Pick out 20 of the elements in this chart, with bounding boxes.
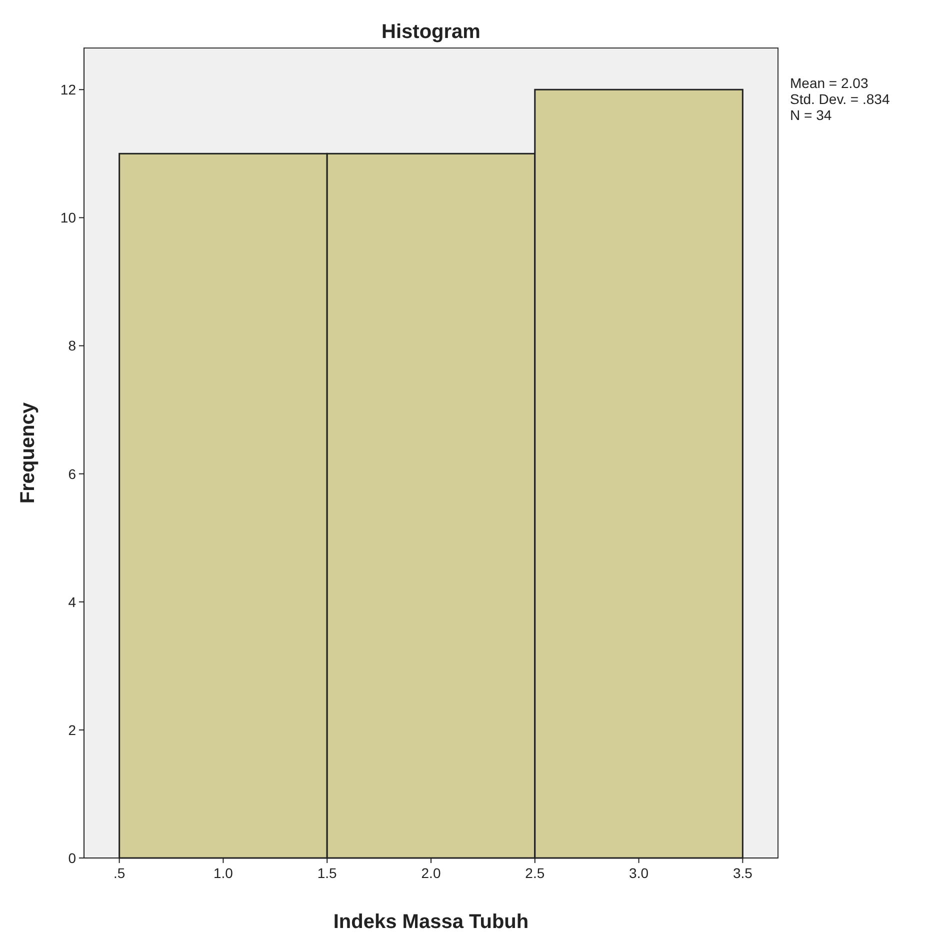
text: N = 34 <box>790 107 832 123</box>
y-tick-label: 10 <box>60 210 76 226</box>
x-tick-label: 3.5 <box>732 865 753 881</box>
y-tick-label: 4 <box>68 594 76 610</box>
y-tick-label: 12 <box>60 82 76 98</box>
text: Std. Dev. = .834 <box>790 91 890 107</box>
x-tick-label: 1.5 <box>317 865 338 881</box>
x-tick-label: 2.0 <box>421 865 441 881</box>
y-tick-label: 6 <box>68 466 76 482</box>
x-axis-title: Indeks Massa Tubuh <box>333 911 529 933</box>
x-tick-label: 3.0 <box>629 865 649 881</box>
y-tick-label: 2 <box>68 722 76 738</box>
x-tick-label: 2.5 <box>525 865 545 881</box>
y-axis-title: Frequency <box>17 402 39 504</box>
y-tick-label: 8 <box>68 338 76 354</box>
y-tick-label: 0 <box>68 850 76 866</box>
text: Mean = 2.03 <box>790 75 868 91</box>
x-tick-label: 1.0 <box>213 865 234 881</box>
chart-title: Histogram <box>382 21 480 43</box>
x-tick-label: .5 <box>113 865 126 881</box>
